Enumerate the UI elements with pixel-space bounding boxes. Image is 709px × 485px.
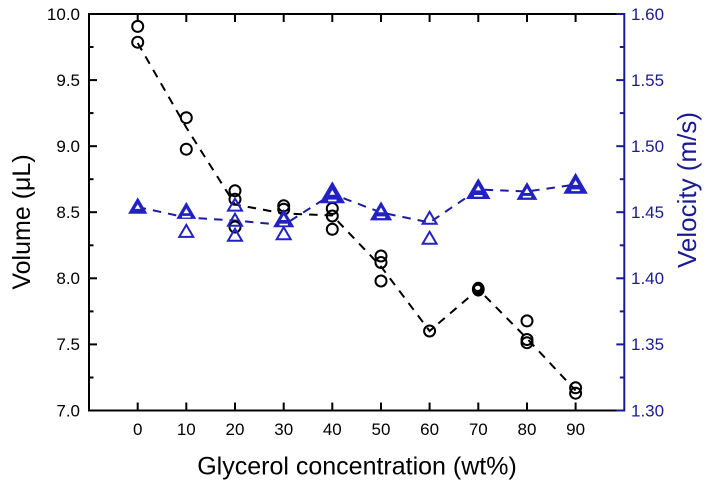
svg-text:80: 80 (518, 420, 537, 439)
svg-text:30: 30 (274, 420, 293, 439)
svg-text:1.35: 1.35 (631, 335, 664, 354)
svg-text:1.40: 1.40 (631, 269, 664, 288)
svg-text:20: 20 (226, 420, 245, 439)
svg-text:9.5: 9.5 (56, 71, 80, 90)
svg-text:1.45: 1.45 (631, 203, 664, 222)
svg-text:Volume (μL): Volume (μL) (8, 154, 36, 289)
svg-text:1.55: 1.55 (631, 71, 664, 90)
svg-text:7.0: 7.0 (56, 401, 80, 420)
svg-text:9.0: 9.0 (56, 137, 80, 156)
svg-text:40: 40 (323, 420, 342, 439)
svg-text:1.60: 1.60 (631, 5, 664, 24)
svg-text:70: 70 (469, 420, 488, 439)
svg-text:7.5: 7.5 (56, 335, 80, 354)
svg-text:1.50: 1.50 (631, 137, 664, 156)
svg-text:60: 60 (420, 420, 439, 439)
svg-text:0: 0 (133, 420, 142, 439)
svg-text:Glycerol concentration (wt%): Glycerol concentration (wt%) (197, 453, 517, 481)
svg-text:8.5: 8.5 (56, 203, 80, 222)
svg-text:8.0: 8.0 (56, 269, 80, 288)
svg-text:90: 90 (566, 420, 585, 439)
svg-text:10.0: 10.0 (47, 5, 80, 24)
svg-text:50: 50 (372, 420, 391, 439)
svg-text:10: 10 (177, 420, 196, 439)
svg-text:1.30: 1.30 (631, 401, 664, 420)
svg-text:Velocity (m/s): Velocity (m/s) (672, 112, 702, 268)
